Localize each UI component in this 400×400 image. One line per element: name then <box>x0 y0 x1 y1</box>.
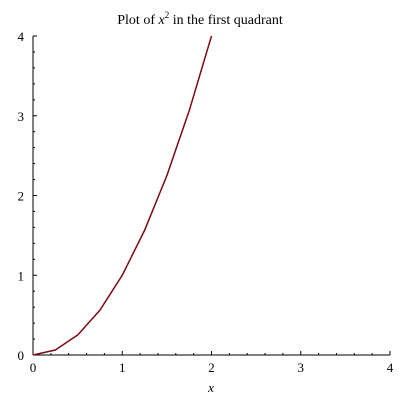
x-tick-label-2: 2 <box>208 360 215 375</box>
y-tick-label-4: 4 <box>18 29 25 44</box>
chart-title: Plot of x2 in the first quadrant <box>117 10 283 28</box>
x-axis-label: x <box>207 380 214 395</box>
x-tick-label-0: 0 <box>30 360 37 375</box>
x-tick-label-3: 3 <box>298 360 305 375</box>
y-tick-label-3: 3 <box>18 109 25 124</box>
series-line-x-squared <box>32 35 213 356</box>
y-tick-label-1: 1 <box>18 268 25 283</box>
y-tick-label-0: 0 <box>18 348 25 363</box>
tick-group: 0 1 2 3 4 0 1 2 3 4 <box>18 29 394 375</box>
x-tick-label-4: 4 <box>387 360 394 375</box>
x-tick-label-1: 1 <box>119 360 126 375</box>
y-tick-label-2: 2 <box>18 189 25 204</box>
